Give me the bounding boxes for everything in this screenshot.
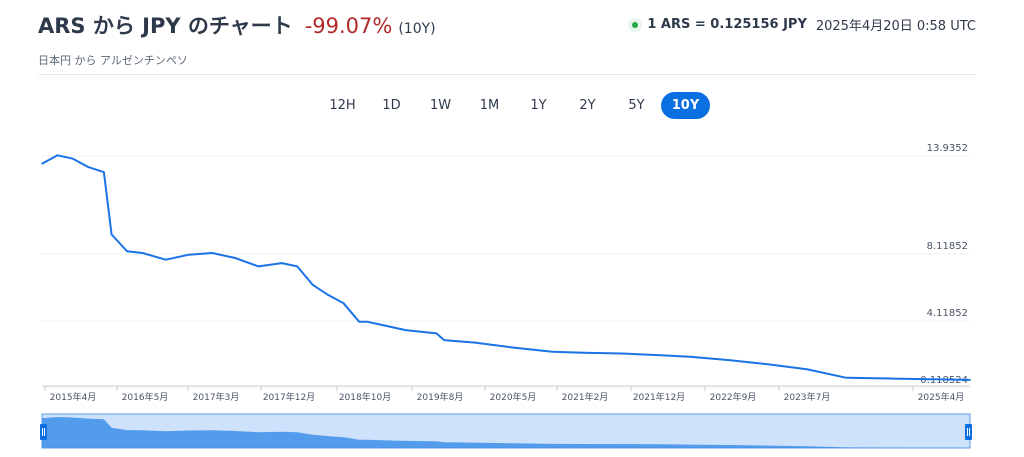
- data-point: [659, 354, 662, 357]
- timestamp: 2025年4月20日 0:58 UTC: [815, 19, 976, 34]
- data-point: [891, 377, 894, 380]
- x-tick-label: 2022年9月: [710, 391, 757, 403]
- tab-10y[interactable]: 10Y: [661, 92, 710, 119]
- navigator-left-handle[interactable]: [40, 424, 47, 440]
- data-point: [768, 363, 770, 366]
- data-point: [280, 262, 283, 264]
- tab-5y[interactable]: 5Y: [628, 98, 645, 113]
- data-point: [845, 377, 848, 379]
- data-point: [141, 252, 144, 254]
- tab-2y[interactable]: 2Y: [579, 98, 596, 113]
- data-point: [342, 302, 345, 305]
- x-tick-label: 2020年5月: [490, 391, 537, 403]
- chart-title: ARS から JPY のチャート: [38, 14, 293, 38]
- subtitle: 日本円 から アルゼンチンペソ: [38, 54, 188, 67]
- period-tabs: 12H 1D 1W 1M 1Y 2Y 5Y 10Y: [318, 92, 710, 119]
- data-point: [103, 171, 105, 173]
- x-tick-label: 2023年7月: [784, 391, 831, 403]
- y-tick-label: 4.11852: [927, 308, 968, 319]
- tab-1w[interactable]: 1W: [429, 98, 452, 113]
- y-tick-label: 13.9352: [927, 143, 968, 154]
- data-point: [969, 379, 971, 381]
- x-tick-label: 2017年3月: [193, 391, 240, 403]
- data-point: [551, 351, 554, 353]
- data-point: [211, 252, 213, 254]
- data-point: [381, 324, 384, 326]
- data-point: [690, 356, 693, 358]
- x-tick-label: 2016年5月: [122, 391, 169, 403]
- x-tick-label: 2021年2月: [562, 391, 609, 403]
- navigator-right-handle[interactable]: [965, 424, 972, 440]
- rate-box: 1 ARS = 0.125156 JPY 2025年4月20日 0:58 UTC: [628, 15, 976, 34]
- data-point: [404, 329, 407, 331]
- tab-1d[interactable]: 1D: [382, 98, 401, 113]
- data-point: [257, 265, 260, 268]
- x-tick-label: 2019年8月: [417, 391, 464, 403]
- header-divider: [38, 74, 976, 75]
- data-point: [126, 250, 128, 253]
- data-point: [87, 166, 90, 168]
- data-point: [474, 341, 476, 344]
- y-tick-label: 8.11852: [927, 241, 968, 252]
- x-tick-label: 2017年12月: [263, 391, 315, 403]
- live-dot-icon: [628, 17, 643, 32]
- x-tick-label: 2018年10月: [339, 391, 391, 403]
- data-point: [621, 352, 623, 355]
- data-point: [110, 233, 113, 236]
- data-point: [311, 284, 314, 286]
- data-point: [582, 351, 585, 354]
- data-point: [512, 346, 515, 349]
- data-point: [435, 332, 438, 335]
- data-point: [366, 320, 368, 323]
- data-point: [56, 154, 59, 157]
- data-point: [327, 294, 329, 296]
- x-tick-label: 2025年4月: [918, 391, 965, 403]
- exchange-rate: 1 ARS = 0.125156 JPY: [647, 17, 807, 32]
- data-point: [72, 157, 74, 160]
- tab-1y[interactable]: 1Y: [530, 98, 547, 113]
- data-point: [443, 339, 445, 341]
- x-tick-label: 2015年4月: [50, 391, 97, 403]
- data-point: [358, 320, 360, 323]
- price-line: [41, 154, 971, 381]
- data-point: [188, 253, 190, 256]
- data-point: [296, 265, 299, 268]
- change-percent: -99.07%: [304, 14, 393, 38]
- period-label: (10Y): [398, 21, 436, 37]
- data-point: [41, 163, 43, 165]
- tab-1m[interactable]: 1M: [479, 98, 500, 113]
- y-tick-label: 0.118524: [920, 375, 968, 386]
- navigator-area: [42, 417, 970, 448]
- data-point: [164, 258, 167, 261]
- data-point: [729, 359, 732, 362]
- data-point: [806, 368, 809, 371]
- title-row: ARS から JPY のチャート -99.07% (10Y): [38, 10, 436, 40]
- x-tick-label: 2021年12月: [633, 391, 685, 403]
- tab-12h[interactable]: 12H: [329, 98, 356, 113]
- data-point: [234, 257, 237, 259]
- data-point: [420, 330, 422, 333]
